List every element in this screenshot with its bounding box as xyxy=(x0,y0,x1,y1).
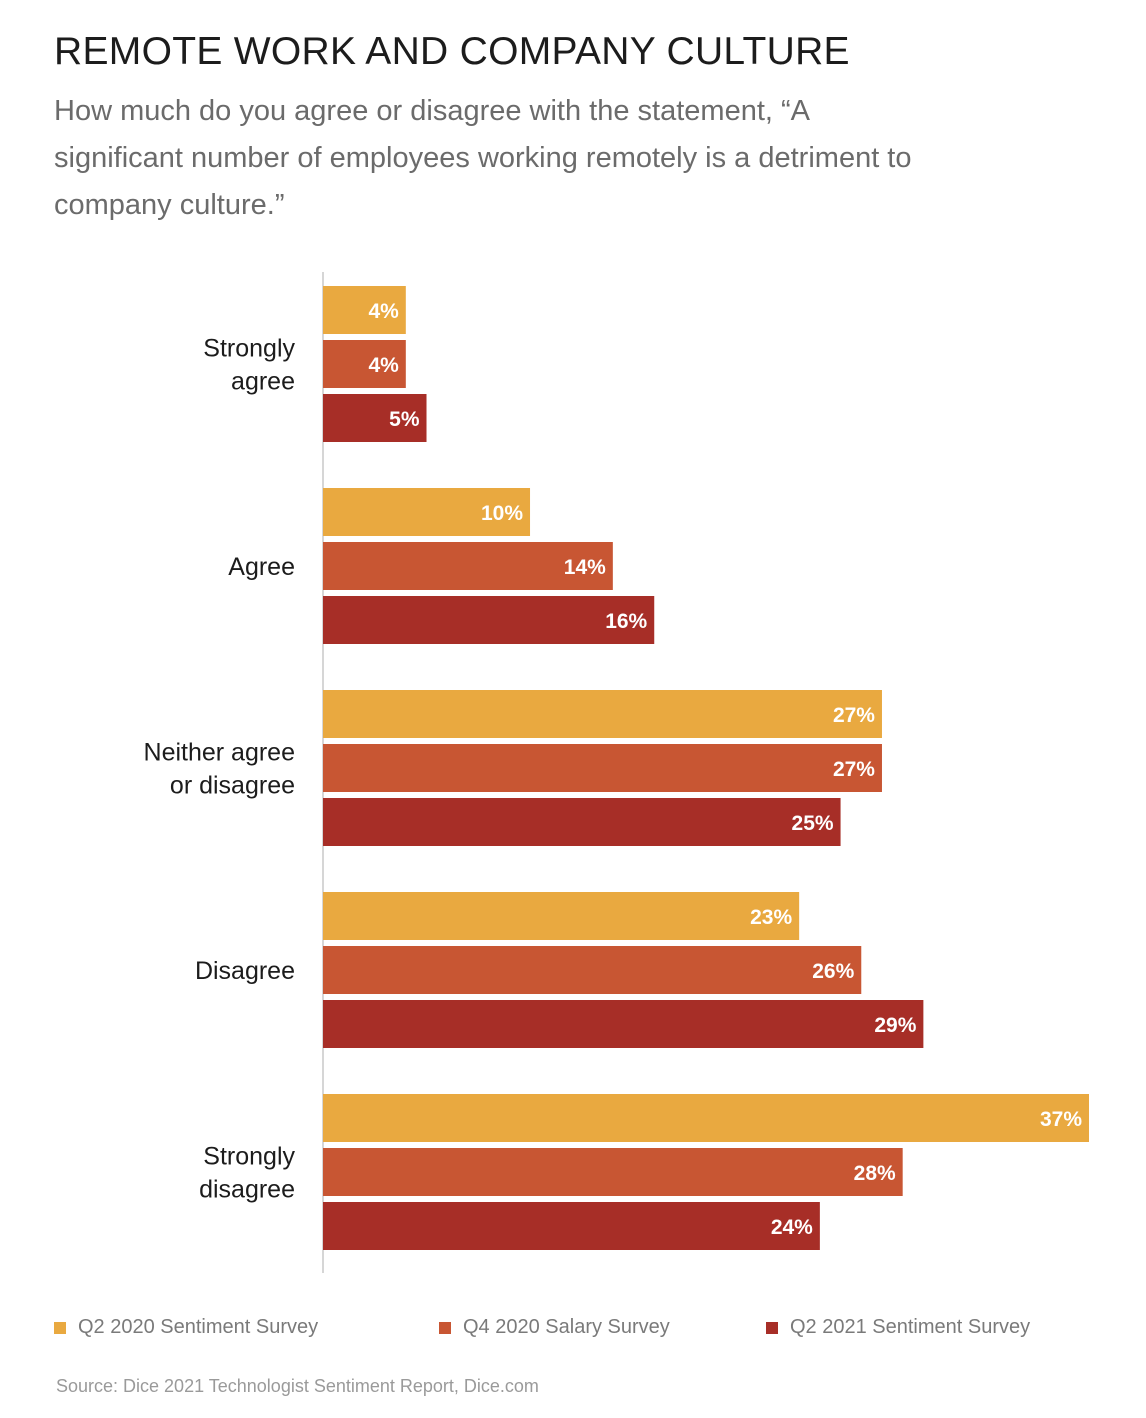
legend-label: Q2 2020 Sentiment Survey xyxy=(78,1316,319,1338)
legend: Q2 2020 Sentiment Survey Q4 2020 Salary … xyxy=(0,1316,1146,1346)
bar-value-label: 14% xyxy=(564,556,606,579)
bar xyxy=(323,946,862,994)
bar-value-label: 37% xyxy=(1040,1108,1082,1131)
legend-label: Q4 2020 Salary Survey xyxy=(463,1316,670,1338)
category-label: Strongly agree xyxy=(203,335,295,396)
legend-item-q2-2021: Q2 2021 Sentiment Survey xyxy=(766,1316,1030,1339)
bar xyxy=(323,1000,924,1048)
bar-value-label: 5% xyxy=(389,408,420,431)
chart-title: REMOTE WORK AND COMPANY CULTURE xyxy=(54,30,850,73)
category-label: Strongly disagree xyxy=(199,1143,295,1204)
bar-chart: 4% 4% 5% Strongly agree 10% 14% 16% Agree 27% 27% 2… xyxy=(144,272,1089,1273)
legend-swatch xyxy=(766,1321,778,1334)
bar xyxy=(323,488,531,536)
bar xyxy=(323,542,613,590)
bar xyxy=(323,690,882,738)
bar-value-label: 27% xyxy=(833,758,875,781)
legend-swatch xyxy=(54,1321,66,1334)
legend-item-q4-2020: Q4 2020 Salary Survey xyxy=(439,1316,670,1339)
bar xyxy=(323,798,841,846)
source-note: Source: Dice 2021 Technologist Sentiment… xyxy=(56,1376,539,1396)
bar-value-label: 23% xyxy=(750,906,792,929)
bar xyxy=(323,1094,1089,1142)
bar xyxy=(323,596,655,644)
bar-value-label: 28% xyxy=(854,1162,896,1185)
legend-swatch xyxy=(439,1321,451,1334)
bar xyxy=(323,340,406,388)
chart-subtitle: How much do you agree or disagree with t… xyxy=(54,95,912,221)
bar-value-label: 24% xyxy=(771,1216,813,1239)
bar xyxy=(323,286,406,334)
bar xyxy=(323,1148,903,1196)
bar xyxy=(323,744,882,792)
bar xyxy=(323,1202,820,1250)
bar-value-label: 25% xyxy=(792,812,834,835)
legend-item-q2-2020: Q2 2020 Sentiment Survey xyxy=(54,1316,318,1339)
category-label: Disagree xyxy=(195,957,295,985)
bar-value-label: 27% xyxy=(833,704,875,727)
bar-value-label: 4% xyxy=(368,354,399,377)
bar xyxy=(323,892,800,940)
bar-value-label: 10% xyxy=(481,502,523,525)
bar-value-label: 26% xyxy=(812,960,854,983)
category-label: Agree xyxy=(228,553,295,581)
bar-value-label: 4% xyxy=(368,300,399,323)
category-label: Neither agree or disagree xyxy=(144,739,295,800)
bar xyxy=(323,394,427,442)
bar-value-label: 29% xyxy=(874,1014,916,1037)
bar-value-label: 16% xyxy=(605,610,647,633)
legend-label: Q2 2021 Sentiment Survey xyxy=(790,1316,1031,1338)
